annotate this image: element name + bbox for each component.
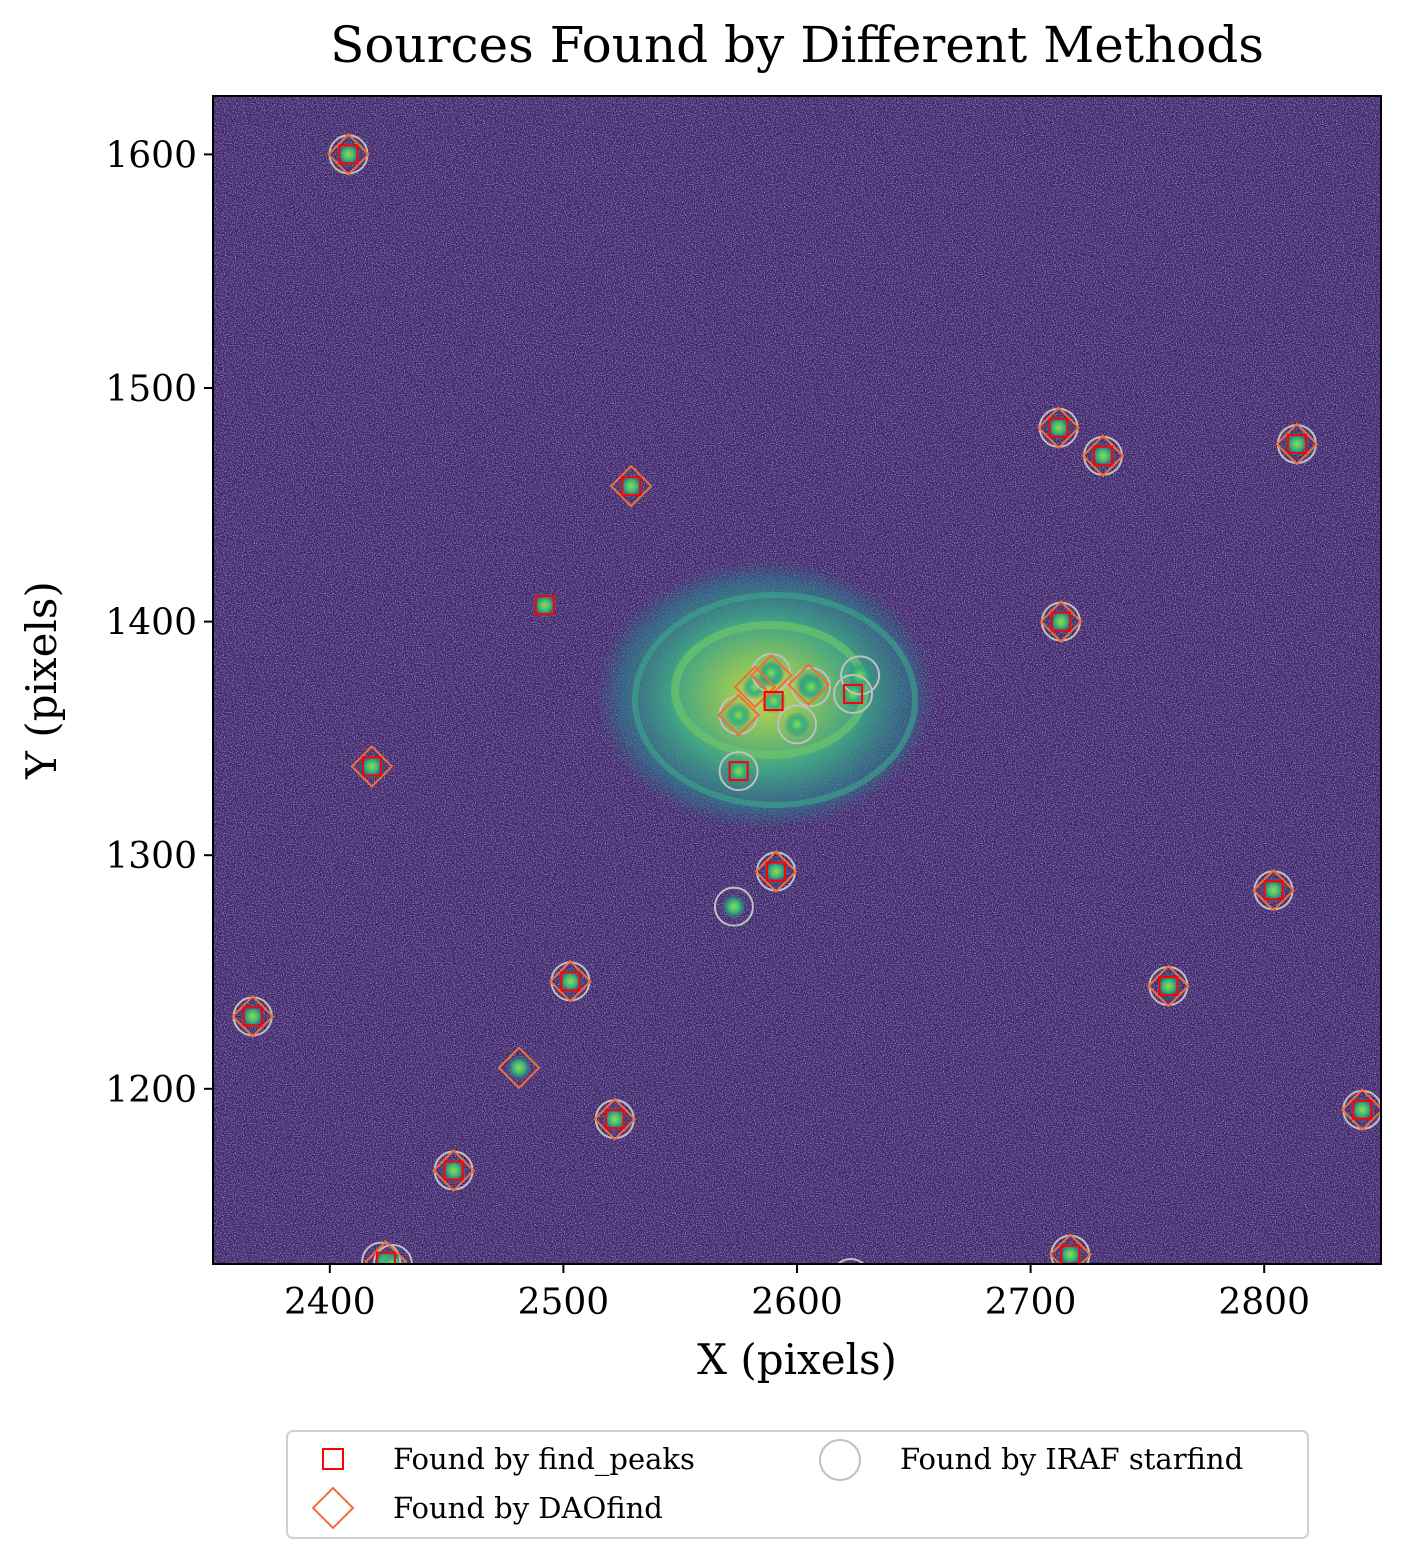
source-markers (231, 132, 1381, 1264)
source-blob (725, 702, 752, 729)
x-tick-label: 2800 (1218, 1282, 1310, 1323)
source-blob (531, 592, 558, 619)
daofind-marker (1048, 1233, 1092, 1264)
find-peaks-marker (621, 476, 642, 497)
find-peaks-marker (1050, 611, 1071, 632)
daofind-marker (1081, 434, 1125, 478)
x-tick-label: 2600 (751, 1282, 843, 1323)
find-peaks-marker (1286, 434, 1307, 455)
daofind-marker (1147, 964, 1190, 1008)
legend-label-daofind: Found by DAOfind (393, 1491, 663, 1525)
plot-area (213, 96, 1381, 1264)
find-peaks-marker (1263, 880, 1284, 901)
legend: Found by find_peaks Found by DAOfind Fou… (286, 1430, 1309, 1539)
daofind-marker (350, 745, 394, 788)
find-peaks-marker (338, 144, 359, 165)
source-blob (1260, 877, 1287, 904)
y-tick-label: 1400 (105, 603, 197, 644)
source-blob (1349, 1096, 1376, 1123)
find-peaks-marker (728, 761, 749, 782)
find-peaks-marker (1048, 417, 1069, 438)
daofind-marker (1039, 600, 1083, 644)
source-blob (618, 473, 645, 500)
find-peaks-marker (361, 756, 382, 777)
y-tick-label: 1200 (105, 1070, 197, 1111)
x-axis: 2400 2500 2600 2700 2800 (284, 1264, 1310, 1323)
daofind-marker (733, 665, 777, 709)
find-peaks-marker (242, 1006, 263, 1027)
legend-marker-starfind (819, 1439, 861, 1481)
daofind-marker (609, 464, 653, 508)
source-blob (1057, 1241, 1084, 1264)
daofind-marker (754, 850, 798, 893)
legend-frame (286, 1430, 1309, 1539)
daofind-marker (548, 959, 592, 1003)
source-blob (1155, 973, 1182, 1000)
x-tick-label: 2500 (518, 1282, 610, 1323)
find-peaks-marker (1093, 445, 1114, 466)
daofind-marker (364, 1240, 408, 1264)
y-tick-label: 1600 (105, 135, 197, 176)
find-peaks-marker (443, 1160, 464, 1181)
chart-title: Sources Found by Different Methods (330, 16, 1264, 74)
source-blob (506, 1054, 533, 1081)
source-blob (725, 758, 752, 785)
find-peaks-marker (560, 971, 581, 992)
find-peaks-marker (843, 684, 864, 705)
starfind-marker (718, 751, 759, 792)
source-blob (1045, 414, 1072, 441)
daofind-marker (497, 1046, 541, 1090)
find-peaks-marker (763, 691, 784, 712)
find-peaks-marker (534, 595, 555, 616)
source-blob (720, 893, 747, 920)
source-blob (440, 1157, 467, 1184)
x-axis-label: X (pixels) (697, 1335, 897, 1384)
daofind-marker (1340, 1088, 1381, 1132)
starfind-marker (840, 655, 881, 696)
source-blob (1047, 608, 1074, 635)
find-peaks-marker (765, 861, 786, 882)
source-blob (335, 141, 362, 168)
starfind-marker (777, 704, 817, 745)
daofind-marker (432, 1149, 476, 1192)
source-blob (784, 711, 810, 738)
y-tick-label: 1300 (105, 836, 197, 877)
y-axis-label: Y (pixels) (17, 581, 66, 780)
y-tick-label: 1500 (105, 369, 197, 410)
legend-marker-find-peaks (322, 1448, 344, 1470)
daofind-marker (787, 663, 831, 707)
legend-marker-daofind (311, 1486, 355, 1530)
starfind-marker (372, 1244, 413, 1264)
source-blob (762, 858, 789, 885)
source-blob (557, 968, 584, 995)
find-peaks-marker (604, 1109, 625, 1130)
daofind-marker (327, 132, 370, 176)
daofind-marker (593, 1097, 637, 1141)
find-peaks-marker (1158, 976, 1179, 997)
daofind-marker (1037, 406, 1081, 450)
y-axis: 1200 1300 1400 1500 1600 (105, 135, 213, 1111)
find-peaks-marker (1352, 1099, 1373, 1120)
daofind-marker (231, 994, 275, 1038)
daofind-marker (1252, 868, 1295, 912)
source-blob (239, 1003, 266, 1030)
legend-label-starfind: Found by IRAF starfind (900, 1442, 1243, 1476)
starfind-marker (361, 1241, 402, 1264)
find-peaks-marker (375, 1251, 396, 1264)
daofind-marker (717, 693, 761, 737)
source-blob (601, 1106, 628, 1133)
source-blob (1090, 442, 1117, 469)
starfind-marker (836, 1258, 865, 1264)
x-tick-label: 2400 (284, 1282, 376, 1323)
starfind-marker (833, 674, 874, 715)
source-blob (758, 659, 785, 686)
source-blob (1283, 431, 1310, 458)
x-tick-label: 2700 (985, 1282, 1077, 1323)
source-blob (358, 753, 385, 780)
daofind-marker (1275, 422, 1319, 466)
starfind-marker (713, 886, 754, 927)
source-blob (798, 674, 825, 701)
legend-label-find-peaks: Found by find_peaks (393, 1442, 695, 1477)
